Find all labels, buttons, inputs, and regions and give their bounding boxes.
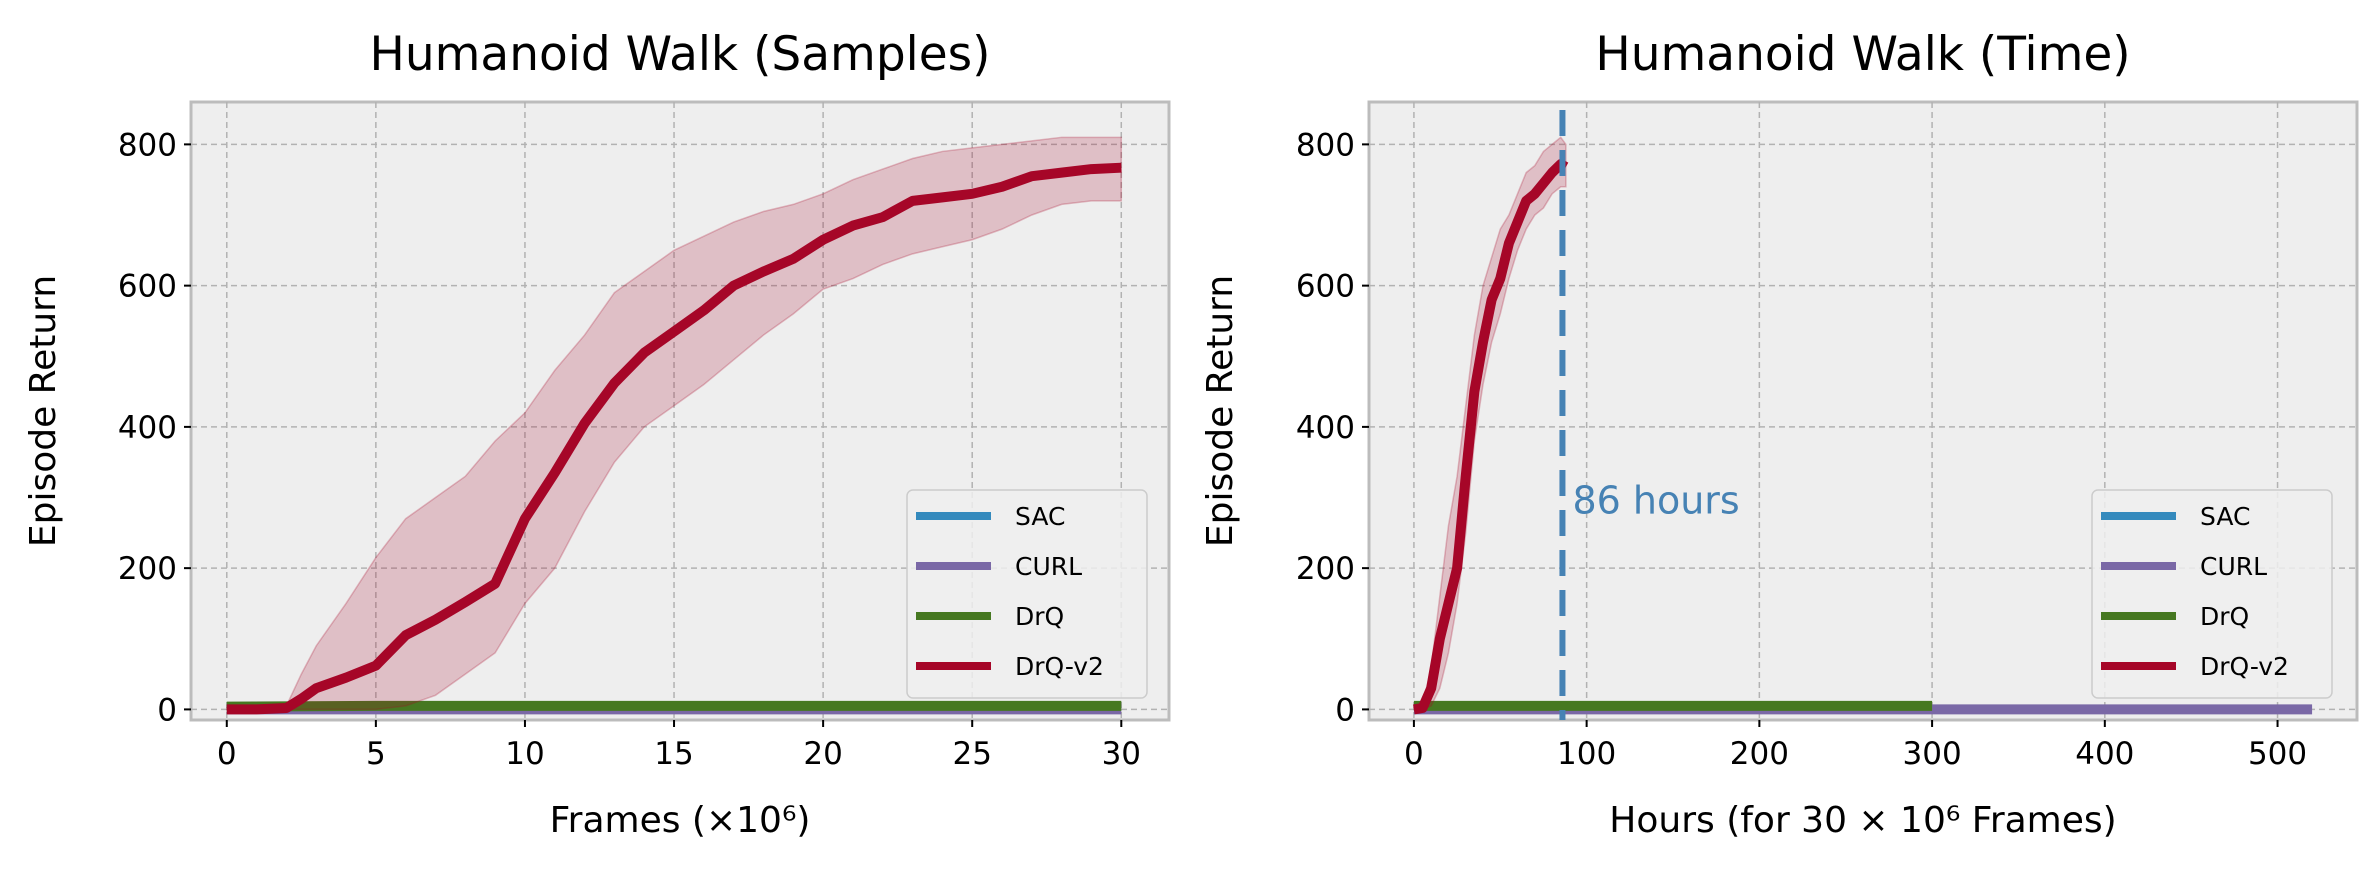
y-tick-label: 600: [118, 269, 177, 305]
legend-box: [2091, 489, 2333, 699]
x-axis-label: Frames (×10⁶): [550, 800, 811, 841]
x-tick-label: 10: [505, 736, 544, 772]
band-drq-v2: [226, 136, 1123, 711]
chart-title: Humanoid Walk (Samples): [370, 27, 991, 82]
y-tick-label: 0: [1335, 692, 1355, 728]
legend-label: CURL: [2200, 552, 2267, 581]
legend: SAC CURL DrQ DrQ-v2: [906, 489, 1148, 699]
x-tick-label: 400: [2075, 736, 2134, 772]
x-tick-label: 300: [1903, 736, 1962, 772]
chart-1: 0 100 200 300 400 500 0 200 400 600 800 86 hours Hum…: [1200, 27, 2359, 841]
legend-box: [906, 489, 1148, 699]
y-tick-label: 0: [157, 692, 177, 728]
x-tick-label: 15: [654, 736, 693, 772]
x-tick-label: 5: [366, 736, 386, 772]
band-drq-v2: [1413, 136, 1567, 711]
x-tick-label: 200: [1730, 736, 1789, 772]
x-tick-label: 25: [952, 736, 991, 772]
x-tick-label: 20: [803, 736, 842, 772]
y-tick-label: 600: [1296, 269, 1355, 305]
annotation-label: 86 hours: [1572, 479, 1739, 523]
line-drq-v2: [1413, 159, 1569, 715]
y-tick-label: 200: [1296, 551, 1355, 587]
y-axis-label: Episode Return: [1200, 275, 1241, 547]
line-drq: [226, 700, 1122, 712]
chart-title: Humanoid Walk (Time): [1595, 27, 2130, 82]
legend-label: DrQ: [2200, 602, 2249, 631]
line-drq-v2: [226, 162, 1122, 715]
legend-label: CURL: [1015, 552, 1082, 581]
y-axis-label: Episode Return: [23, 275, 64, 547]
x-tick-label: 100: [1557, 736, 1616, 772]
chart-0: 0 5 10 15 20 25 30 0 200 400 600 800 Humanoid Walk (…: [23, 27, 1171, 841]
y-tick-label: 800: [1296, 127, 1355, 163]
x-tick-label: 500: [2248, 736, 2307, 772]
y-tick-label: 400: [1296, 410, 1355, 446]
legend-label: DrQ-v2: [1015, 652, 1104, 681]
x-tick-label: 0: [1404, 736, 1424, 772]
x-axis-label: Hours (for 30 × 10⁶ Frames): [1609, 800, 2116, 841]
y-tick-label: 200: [118, 551, 177, 587]
legend-label: SAC: [1015, 502, 1065, 531]
x-tick-label: 0: [217, 736, 237, 772]
legend-label: DrQ: [1015, 602, 1064, 631]
legend-label: SAC: [2200, 502, 2250, 531]
legend: SAC CURL DrQ DrQ-v2: [2091, 489, 2333, 699]
y-tick-label: 800: [118, 127, 177, 163]
y-tick-label: 400: [118, 410, 177, 446]
x-tick-label: 30: [1102, 736, 1141, 772]
legend-label: DrQ-v2: [2200, 652, 2289, 681]
